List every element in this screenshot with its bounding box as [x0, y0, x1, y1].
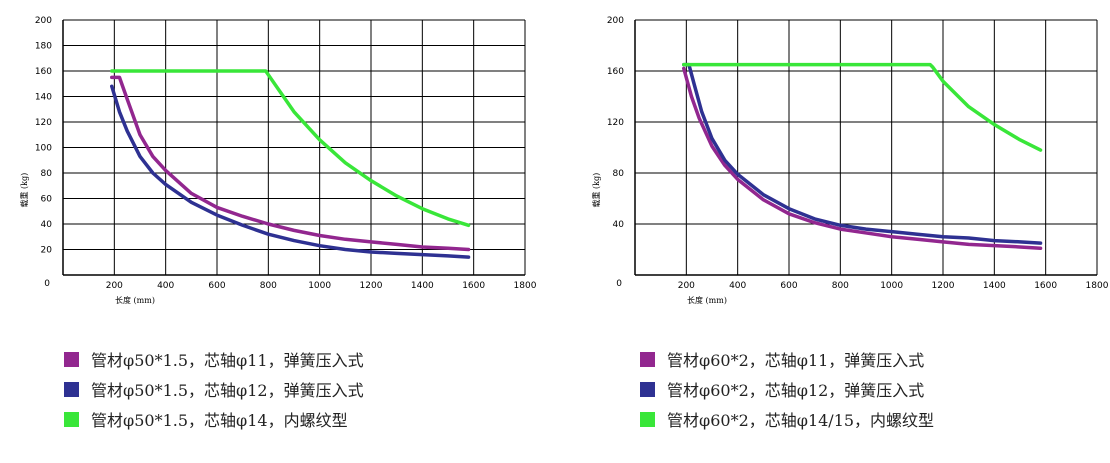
- series-line-3: [682, 62, 1043, 152]
- chart-right: 0 40 80 120 160 200 200 400 600 800 1000 1200 1400 16…: [572, 0, 1110, 310]
- y-tick-label: 120: [35, 118, 52, 128]
- legend-swatch: [64, 381, 79, 397]
- legend-swatch: [64, 411, 79, 427]
- y-tick-label: 200: [607, 16, 624, 26]
- x-tick-label: 800: [832, 281, 849, 291]
- legend-left: 管材φ50*1.5，芯轴φ11，弹簧压入式 管材φ50*1.5，芯轴φ12，弹簧…: [64, 344, 364, 434]
- legend-item: 管材φ50*1.5，芯轴φ14，内螺纹型: [64, 404, 364, 434]
- x-tick-label: 1600: [1034, 281, 1057, 291]
- x-tick-label: 1400: [411, 281, 434, 291]
- legend-swatch: [640, 351, 655, 367]
- legend-label: 管材φ60*2，芯轴φ11，弹簧压入式: [667, 351, 925, 370]
- y-tick-label: 80: [41, 169, 53, 179]
- x-tick-label: 400: [157, 281, 174, 291]
- legend-item: 管材φ60*2，芯轴φ14/15，内螺纹型: [640, 404, 934, 434]
- chart-left-svg: 0 20 40 60 80 100 120 140 160 180 200 200 400 600 800 1…: [19, 16, 537, 305]
- x-axis-label: 长度 (mm): [687, 295, 727, 305]
- x-tick-label: 1000: [308, 281, 331, 291]
- legend-right: 管材φ60*2，芯轴φ11，弹簧压入式 管材φ60*2，芯轴φ12，弹簧压入式 …: [640, 344, 934, 434]
- y-tick-label: 60: [41, 195, 53, 205]
- x-tick-label: 1400: [983, 281, 1006, 291]
- chart-grid: [635, 19, 1098, 275]
- legend-item: 管材φ60*2，芯轴φ12，弹簧压入式: [640, 374, 934, 404]
- series-line-1: [682, 66, 1043, 250]
- series-line-1: [110, 75, 471, 252]
- legend-swatch: [64, 351, 79, 367]
- legend-item: 管材φ60*2，芯轴φ11，弹簧压入式: [640, 344, 934, 374]
- y-axis-label: 载重 (kg): [19, 173, 29, 208]
- legend-label: 管材φ50*1.5，芯轴φ12，弹簧压入式: [91, 381, 364, 400]
- y-tick-label: 20: [41, 246, 53, 256]
- x-tick-label: 200: [106, 281, 123, 291]
- x-tick-label: 200: [678, 281, 695, 291]
- x-tick-label: 1800: [514, 281, 537, 291]
- y-tick-label: 200: [35, 16, 52, 26]
- x-tick-label: 1000: [880, 281, 903, 291]
- y-tick-label: 140: [35, 93, 52, 103]
- x-axis-label: 长度 (mm): [115, 295, 155, 305]
- legend-swatch: [640, 381, 655, 397]
- y-axis-label: 载重 (kg): [591, 173, 601, 208]
- chart-right-svg: 0 40 80 120 160 200 200 400 600 800 1000 1200 1400 16…: [591, 16, 1109, 305]
- x-tick-label: 1600: [462, 281, 485, 291]
- x-tick-label: 800: [260, 281, 277, 291]
- legend-label: 管材φ50*1.5，芯轴φ14，内螺纹型: [91, 411, 348, 430]
- y-tick-label: 160: [607, 67, 624, 77]
- y-tick-label: 120: [607, 118, 624, 128]
- y-tick-label: 0: [616, 279, 622, 289]
- x-tick-label: 600: [208, 281, 225, 291]
- series-line-3: [110, 69, 471, 228]
- legend-item: 管材φ50*1.5，芯轴φ12，弹簧压入式: [64, 374, 364, 404]
- legend-label: 管材φ50*1.5，芯轴φ11，弹簧压入式: [91, 351, 364, 370]
- x-tick-label: 1200: [360, 281, 383, 291]
- chart-grid: [63, 19, 526, 275]
- legend-item: 管材φ50*1.5，芯轴φ11，弹簧压入式: [64, 344, 364, 374]
- y-tick-label: 80: [613, 169, 625, 179]
- legend-label: 管材φ60*2，芯轴φ14/15，内螺纹型: [667, 411, 935, 430]
- series-line-2: [110, 84, 471, 259]
- legend-swatch: [640, 411, 655, 427]
- x-tick-label: 1200: [932, 281, 955, 291]
- y-tick-label: 160: [35, 67, 52, 77]
- y-tick-label: 180: [35, 42, 52, 52]
- legend-label: 管材φ60*2，芯轴φ12，弹簧压入式: [667, 381, 925, 400]
- y-tick-label: 40: [613, 220, 625, 230]
- y-tick-label: 0: [44, 279, 50, 289]
- x-tick-label: 1800: [1086, 281, 1109, 291]
- x-tick-label: 600: [780, 281, 797, 291]
- series-line-2: [682, 62, 1043, 245]
- x-tick-label: 400: [729, 281, 746, 291]
- chart-left: 0 20 40 60 80 100 120 140 160 180 200 200 400 600 800 1…: [0, 0, 538, 310]
- y-tick-label: 100: [35, 144, 52, 154]
- y-tick-label: 40: [41, 220, 53, 230]
